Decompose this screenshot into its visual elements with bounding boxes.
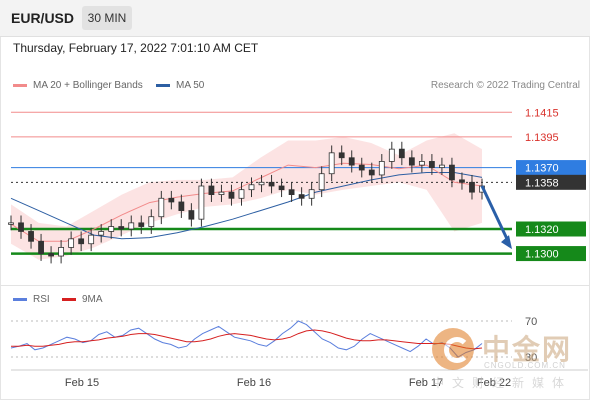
candle-body <box>228 191 235 199</box>
candle-body <box>368 169 375 176</box>
candle-body <box>398 148 405 159</box>
rsi-ma-swatch <box>62 298 76 301</box>
candle-body <box>428 161 435 168</box>
level-label: 1.1300 <box>525 249 559 261</box>
rsi-level-label: 70 <box>525 316 537 328</box>
watermark-logo-icon <box>432 328 474 370</box>
timeframe-button[interactable]: 30 MIN <box>82 6 132 30</box>
level-label: 1.1320 <box>525 224 559 236</box>
candle-body <box>418 161 425 166</box>
candle-body <box>218 191 225 195</box>
ma20-line <box>10 162 483 242</box>
candle-body <box>148 216 155 227</box>
candle-body <box>308 189 315 199</box>
watermark-brand: 中金网 <box>482 334 573 365</box>
candle-body <box>449 164 455 181</box>
ma50-line <box>10 172 483 240</box>
candle-body <box>128 222 135 230</box>
rsi-swatch <box>13 298 27 301</box>
level-label-box <box>516 221 586 237</box>
candle-body <box>138 222 145 227</box>
legend-rsi-ma-label: 9MA <box>82 294 103 305</box>
rsi-ma-line <box>11 329 483 350</box>
rsi-level-label: 30 <box>525 352 537 364</box>
candle-body <box>248 184 255 191</box>
legend-bollinger: MA 20 + Bollinger Bands <box>13 80 143 91</box>
level-label: 1.1358 <box>525 177 559 189</box>
legend-rsi-label: RSI <box>33 294 50 305</box>
candle-body <box>439 164 445 168</box>
level-label-box <box>516 174 586 190</box>
candle-body <box>358 164 365 171</box>
candle-body <box>378 161 385 176</box>
candle-body <box>328 152 335 175</box>
candle-body <box>298 194 305 199</box>
candle-body <box>178 201 185 211</box>
candle-body <box>98 231 105 236</box>
candle-body <box>28 231 34 242</box>
credit-text: Research © 2022 Trading Central <box>430 80 580 91</box>
symbol-label: EUR/USD <box>11 10 75 26</box>
candle-body <box>38 240 44 254</box>
candle-body <box>118 226 125 230</box>
level-label: 1.1370 <box>525 163 559 175</box>
ma50-swatch <box>156 84 170 87</box>
candle-body <box>18 222 24 232</box>
legend-rsi: RSI <box>13 294 50 305</box>
candle-body <box>348 157 355 166</box>
x-tick-label: Feb 17 <box>409 377 443 389</box>
candle-body <box>48 253 54 257</box>
candle-body <box>338 152 345 159</box>
candle-body <box>68 238 75 248</box>
candle-body <box>8 222 14 225</box>
candle-body <box>208 185 215 195</box>
panel-divider <box>0 285 590 286</box>
candle-body <box>108 226 115 232</box>
legend-ma50-label: MA 50 <box>176 80 205 91</box>
level-label: 1.1395 <box>525 132 559 144</box>
candle-body <box>168 197 175 203</box>
legend-ma50: MA 50 <box>156 80 204 91</box>
candle-body <box>278 185 285 191</box>
candle-body <box>158 197 165 218</box>
x-tick-label: Feb 22 <box>477 377 511 389</box>
candle-body <box>388 148 395 162</box>
forecast-arrow-head <box>501 235 512 250</box>
candles <box>8 141 485 264</box>
level-label: 1.1415 <box>525 107 559 119</box>
legend-bollinger-label: MA 20 + Bollinger Bands <box>33 80 143 91</box>
watermark: 中金网 CNGOLD.COM.CN 中文财经新媒体 <box>432 328 582 390</box>
bollinger-swatch <box>13 84 27 87</box>
rsi-line <box>10 320 483 358</box>
legend-rsi-ma: 9MA <box>62 294 103 305</box>
x-tick-label: Feb 16 <box>237 377 271 389</box>
candle-body <box>238 189 245 199</box>
level-label-box <box>516 160 586 176</box>
watermark-url: CNGOLD.COM.CN <box>484 361 566 370</box>
candle-body <box>268 181 275 187</box>
candle-body <box>469 181 475 193</box>
forecast-arrow-shaft <box>480 185 511 244</box>
candle-body <box>88 234 95 245</box>
candle-body <box>188 210 195 220</box>
candle-body <box>58 247 65 257</box>
level-label-box <box>516 246 586 262</box>
candle-body <box>198 185 205 220</box>
watermark-tagline: 中文财经新媒体 <box>432 376 573 390</box>
candle-body <box>318 173 325 191</box>
candle-body <box>258 181 265 186</box>
candle-body <box>288 189 295 196</box>
candle-body <box>78 238 85 245</box>
candle-body <box>459 179 465 183</box>
candle-body <box>408 157 415 166</box>
header-bar: EUR/USD 30 MIN <box>0 0 590 37</box>
timestamp: Thursday, February 17, 2022 7:01:10 AM C… <box>13 41 259 55</box>
x-tick-label: Feb 15 <box>65 377 99 389</box>
